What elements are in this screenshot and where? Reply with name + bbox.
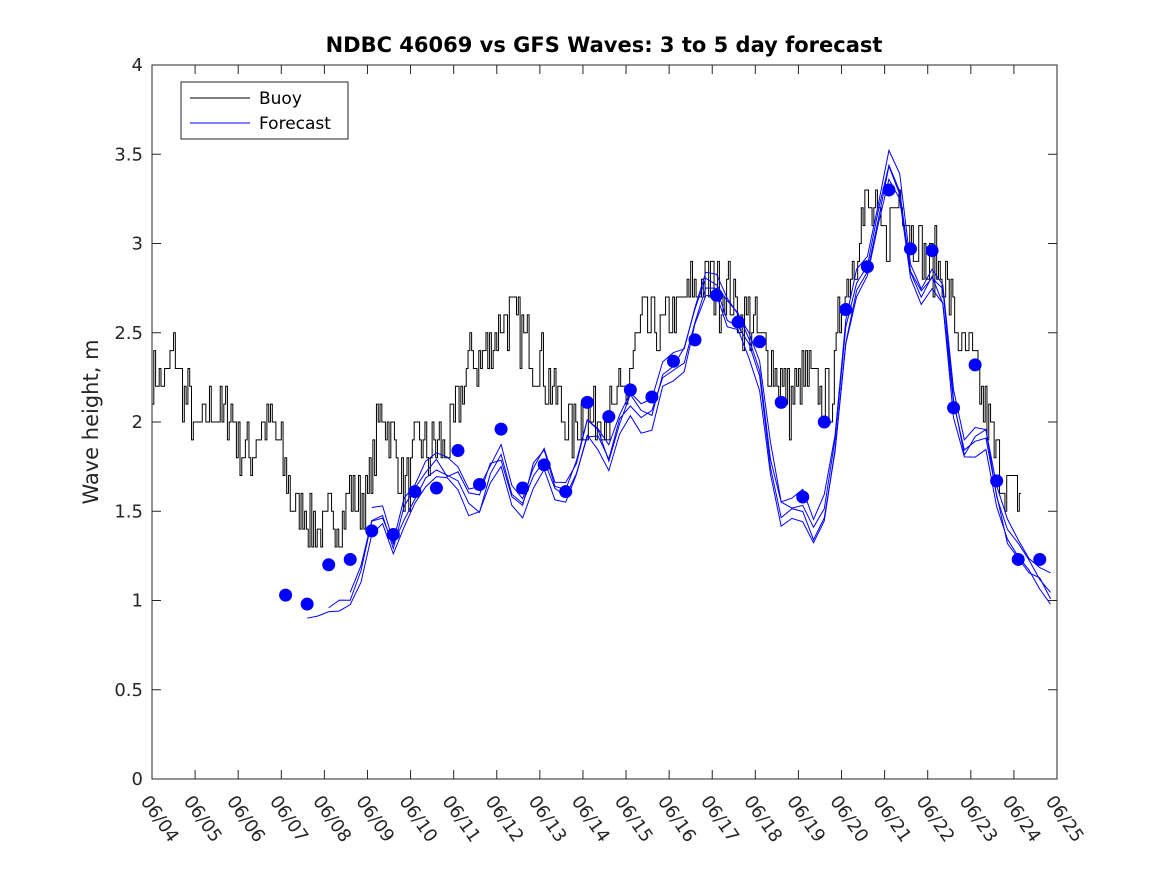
forecast-point bbox=[537, 458, 551, 472]
x-tick-label: 06/12 bbox=[481, 792, 528, 847]
x-tick-label: 06/07 bbox=[265, 792, 312, 847]
forecast-point bbox=[731, 315, 745, 329]
forecast-point bbox=[925, 244, 939, 258]
y-axis-label: Wave height, m bbox=[79, 339, 103, 504]
forecast-point bbox=[753, 335, 767, 349]
x-tick-label: 06/18 bbox=[739, 792, 786, 847]
x-tick-label: 06/16 bbox=[653, 792, 700, 847]
x-tick-label: 06/10 bbox=[394, 792, 441, 847]
forecast-point bbox=[343, 552, 357, 566]
buoy-series-line bbox=[152, 189, 1022, 548]
forecast-point bbox=[666, 354, 680, 368]
x-tick-label: 06/23 bbox=[955, 792, 1002, 847]
forecast-point bbox=[279, 588, 293, 602]
forecast-point bbox=[796, 490, 810, 504]
forecast-point bbox=[516, 481, 530, 495]
forecast-point bbox=[365, 524, 379, 538]
forecast-point bbox=[300, 597, 314, 611]
forecast-point bbox=[322, 558, 336, 572]
forecast-series-line bbox=[371, 148, 1051, 574]
x-tick-label: 06/06 bbox=[222, 792, 269, 847]
forecast-point bbox=[968, 358, 982, 372]
y-tick-label: 1 bbox=[132, 591, 143, 612]
legend-buoy-label: Buoy bbox=[259, 89, 302, 109]
y-tick-label: 0 bbox=[132, 769, 143, 790]
forecast-series-line bbox=[349, 163, 1051, 593]
y-tick-label: 2 bbox=[132, 412, 143, 433]
forecast-point bbox=[408, 485, 422, 499]
y-tick-label: 0.5 bbox=[114, 680, 143, 701]
x-tick-label: 06/20 bbox=[825, 792, 872, 847]
forecast-point bbox=[947, 401, 961, 415]
forecast-point bbox=[645, 390, 659, 404]
x-tick-label: 06/04 bbox=[136, 792, 183, 847]
forecast-point bbox=[580, 395, 594, 409]
forecast-point bbox=[494, 422, 508, 436]
x-tick-label: 06/17 bbox=[696, 792, 743, 847]
legend: Buoy Forecast bbox=[180, 81, 349, 140]
x-tick-label: 06/08 bbox=[308, 792, 355, 847]
forecast-point bbox=[1033, 552, 1047, 566]
forecast-point bbox=[710, 288, 724, 302]
forecast-point bbox=[839, 303, 853, 317]
forecast-point bbox=[559, 485, 573, 499]
forecast-point bbox=[602, 410, 616, 424]
forecast-point bbox=[882, 183, 896, 197]
forecast-point bbox=[990, 474, 1004, 488]
y-tick-label: 4 bbox=[132, 55, 143, 76]
x-tick-label: 06/25 bbox=[1041, 792, 1088, 847]
forecast-point bbox=[817, 415, 831, 429]
forecast-series-line bbox=[307, 177, 1051, 619]
x-tick-label: 06/22 bbox=[912, 792, 959, 847]
chart-title: NDBC 46069 vs GFS Waves: 3 to 5 day fore… bbox=[326, 33, 883, 57]
y-tick-label: 3.5 bbox=[114, 144, 143, 165]
forecast-point bbox=[623, 383, 637, 397]
x-tick-label: 06/11 bbox=[438, 792, 485, 847]
forecast-point bbox=[774, 395, 788, 409]
x-tick-label: 06/14 bbox=[567, 792, 614, 847]
forecast-point bbox=[688, 333, 702, 347]
forecast-point bbox=[903, 242, 917, 256]
forecast-point bbox=[386, 527, 400, 541]
y-tick-label: 1.5 bbox=[114, 501, 143, 522]
forecast-point bbox=[860, 260, 874, 274]
forecast-point bbox=[473, 477, 487, 491]
legend-forecast-label: Forecast bbox=[259, 114, 331, 134]
forecast-point bbox=[1011, 552, 1025, 566]
x-tick-label: 06/09 bbox=[351, 792, 398, 847]
x-tick-label: 06/21 bbox=[869, 792, 916, 847]
x-tick-label: 06/15 bbox=[610, 792, 657, 847]
forecast-point bbox=[451, 444, 465, 458]
x-tick-label: 06/13 bbox=[524, 792, 571, 847]
x-tick-label: 06/19 bbox=[782, 792, 829, 847]
x-tick-label: 06/24 bbox=[998, 792, 1045, 847]
y-tick-label: 3 bbox=[132, 234, 143, 255]
forecast-point bbox=[429, 481, 443, 495]
x-tick-label: 06/05 bbox=[179, 792, 226, 847]
legend-box bbox=[180, 81, 349, 140]
y-tick-label: 2.5 bbox=[114, 323, 143, 344]
